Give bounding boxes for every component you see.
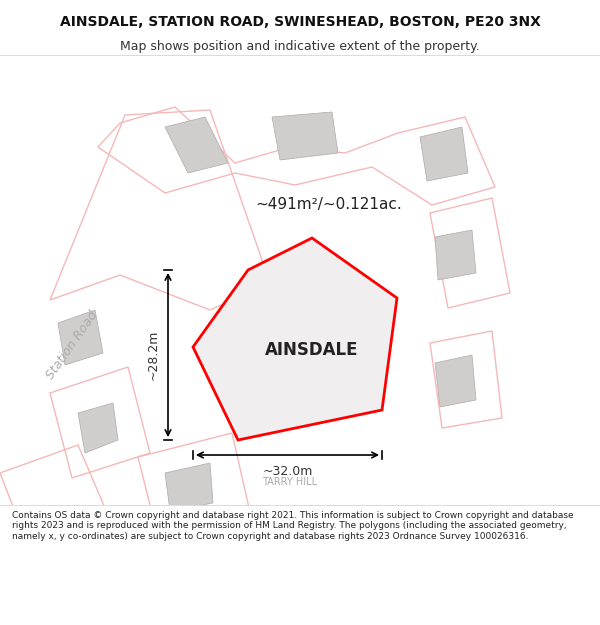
Polygon shape (218, 262, 378, 420)
Polygon shape (58, 310, 103, 365)
Polygon shape (272, 112, 338, 160)
Text: ~32.0m: ~32.0m (262, 465, 313, 478)
Text: AINSDALE: AINSDALE (265, 341, 359, 359)
Polygon shape (435, 355, 476, 407)
Polygon shape (78, 403, 118, 453)
Text: ~491m²/~0.121ac.: ~491m²/~0.121ac. (255, 198, 402, 212)
Text: ~28.2m: ~28.2m (147, 330, 160, 380)
Polygon shape (193, 238, 397, 440)
Text: Contains OS data © Crown copyright and database right 2021. This information is : Contains OS data © Crown copyright and d… (12, 511, 574, 541)
Polygon shape (435, 230, 476, 280)
Text: Station Road: Station Road (44, 309, 100, 381)
Text: Map shows position and indicative extent of the property.: Map shows position and indicative extent… (120, 39, 480, 52)
Text: TARRY HILL: TARRY HILL (262, 477, 317, 487)
Polygon shape (165, 117, 228, 173)
Polygon shape (420, 127, 468, 181)
Text: AINSDALE, STATION ROAD, SWINESHEAD, BOSTON, PE20 3NX: AINSDALE, STATION ROAD, SWINESHEAD, BOST… (59, 16, 541, 29)
Polygon shape (165, 463, 213, 511)
